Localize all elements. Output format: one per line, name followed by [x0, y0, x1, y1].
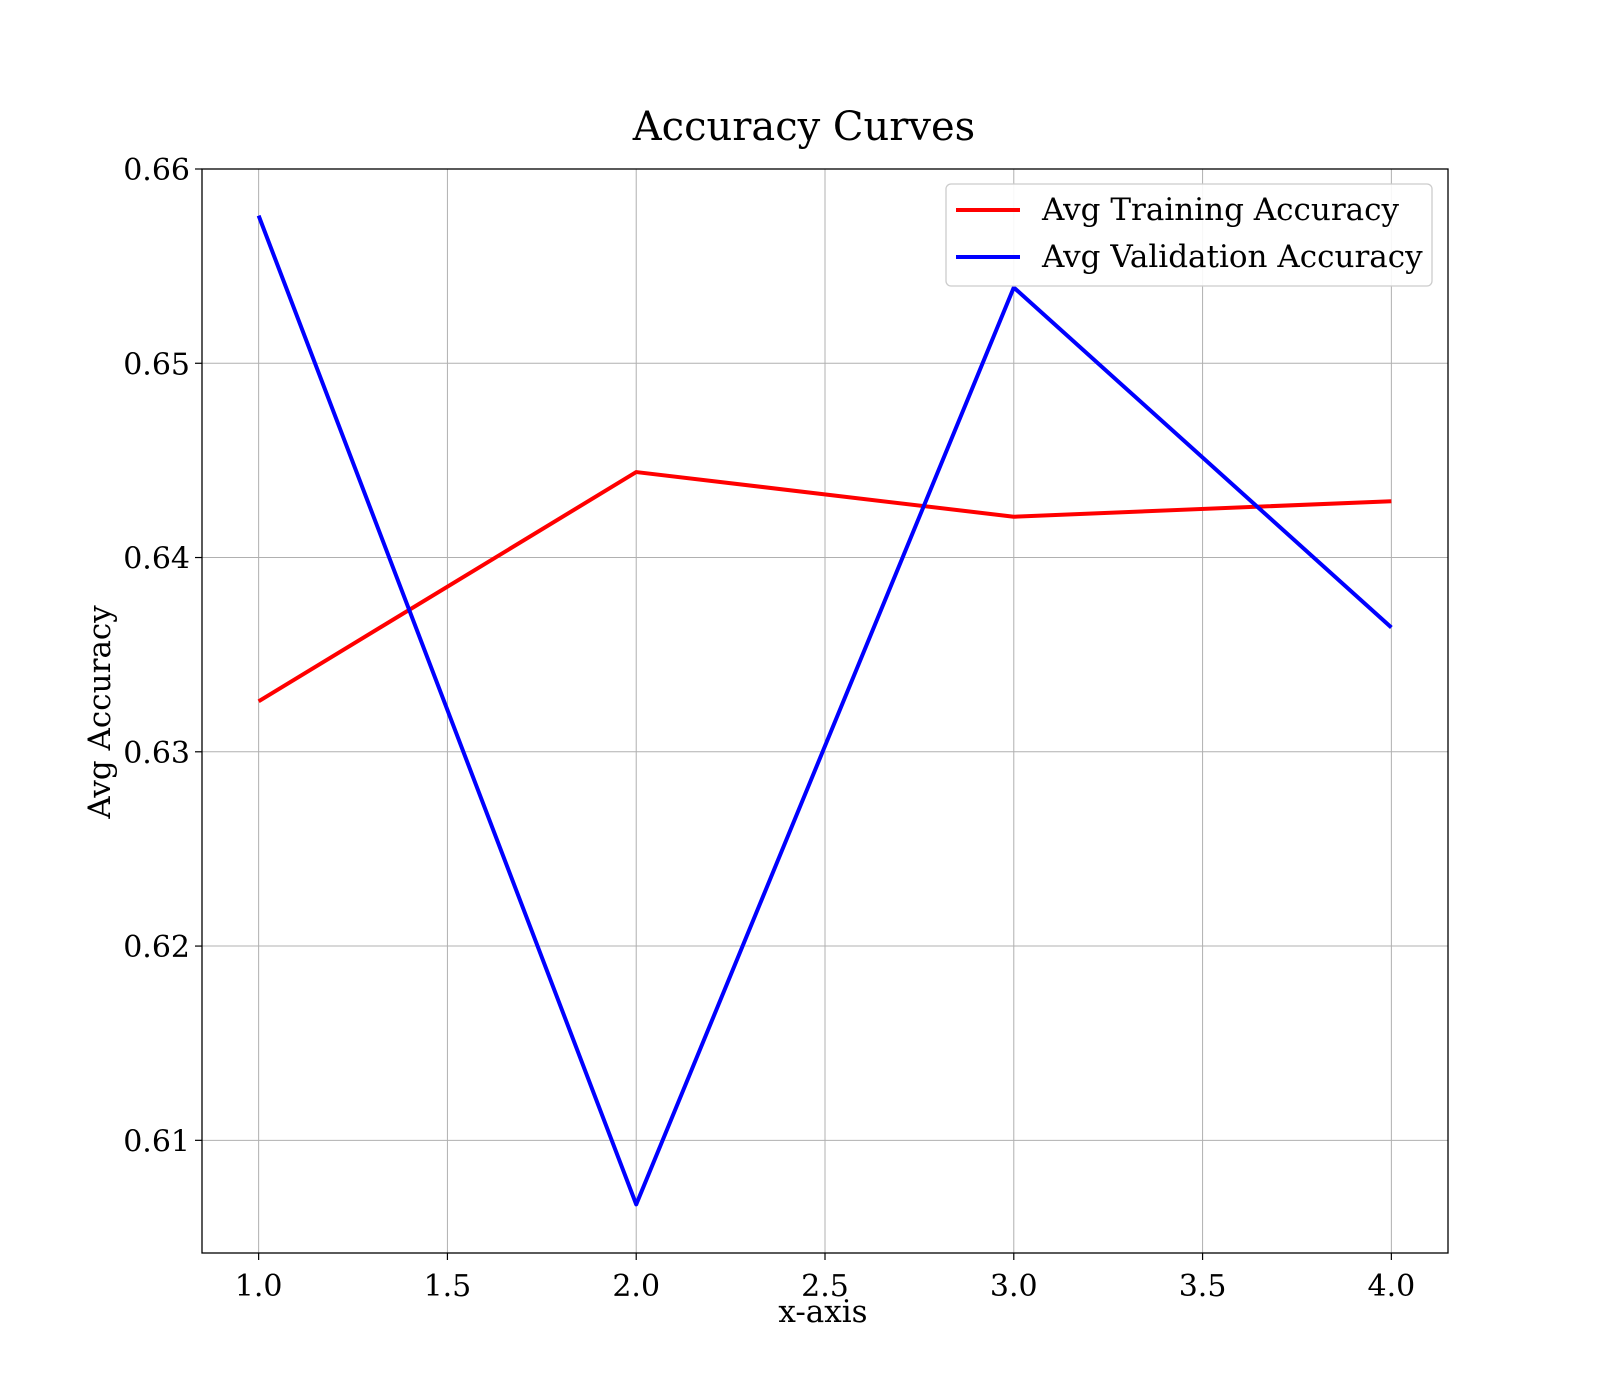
y-tick-label: 0.62	[123, 930, 190, 965]
y-tick-label: 0.65	[123, 347, 190, 382]
legend-box	[945, 183, 1433, 287]
legend-label-validation: Avg Validation Accuracy	[1041, 239, 1423, 275]
series-layer	[256, 214, 1393, 1207]
x-tick-label: 1.0	[235, 1269, 283, 1304]
x-tick-label: 3.0	[990, 1269, 1038, 1304]
y-axis-label: Avg Accuracy	[82, 605, 118, 820]
legend: Avg Training Accuracy Avg Validation Acc…	[945, 183, 1433, 287]
series-line-training	[257, 470, 1392, 703]
x-tick-label: 1.5	[424, 1269, 472, 1304]
x-tick-label: 2.5	[801, 1269, 849, 1304]
x-tick-label: 3.5	[1179, 1269, 1227, 1304]
y-tick-label: 0.66	[123, 153, 190, 188]
x-axis-ticks: 1.0 1.5 2.0 2.5 3.0 3.5 4.0	[235, 1253, 1415, 1304]
legend-label-training: Avg Training Accuracy	[1041, 192, 1400, 228]
x-tick-label: 4.0	[1368, 1269, 1416, 1304]
y-axis-ticks: 0.61 0.62 0.63 0.64 0.65 0.66	[123, 153, 202, 1159]
y-tick-label: 0.61	[123, 1124, 190, 1159]
series-line-validation	[256, 214, 1393, 1207]
y-tick-label: 0.63	[123, 736, 190, 771]
x-axis-label: x-axis	[778, 1294, 867, 1330]
y-tick-label: 0.64	[123, 542, 190, 577]
x-tick-label: 2.0	[612, 1269, 660, 1304]
chart-title: Accuracy Curves	[632, 104, 975, 150]
